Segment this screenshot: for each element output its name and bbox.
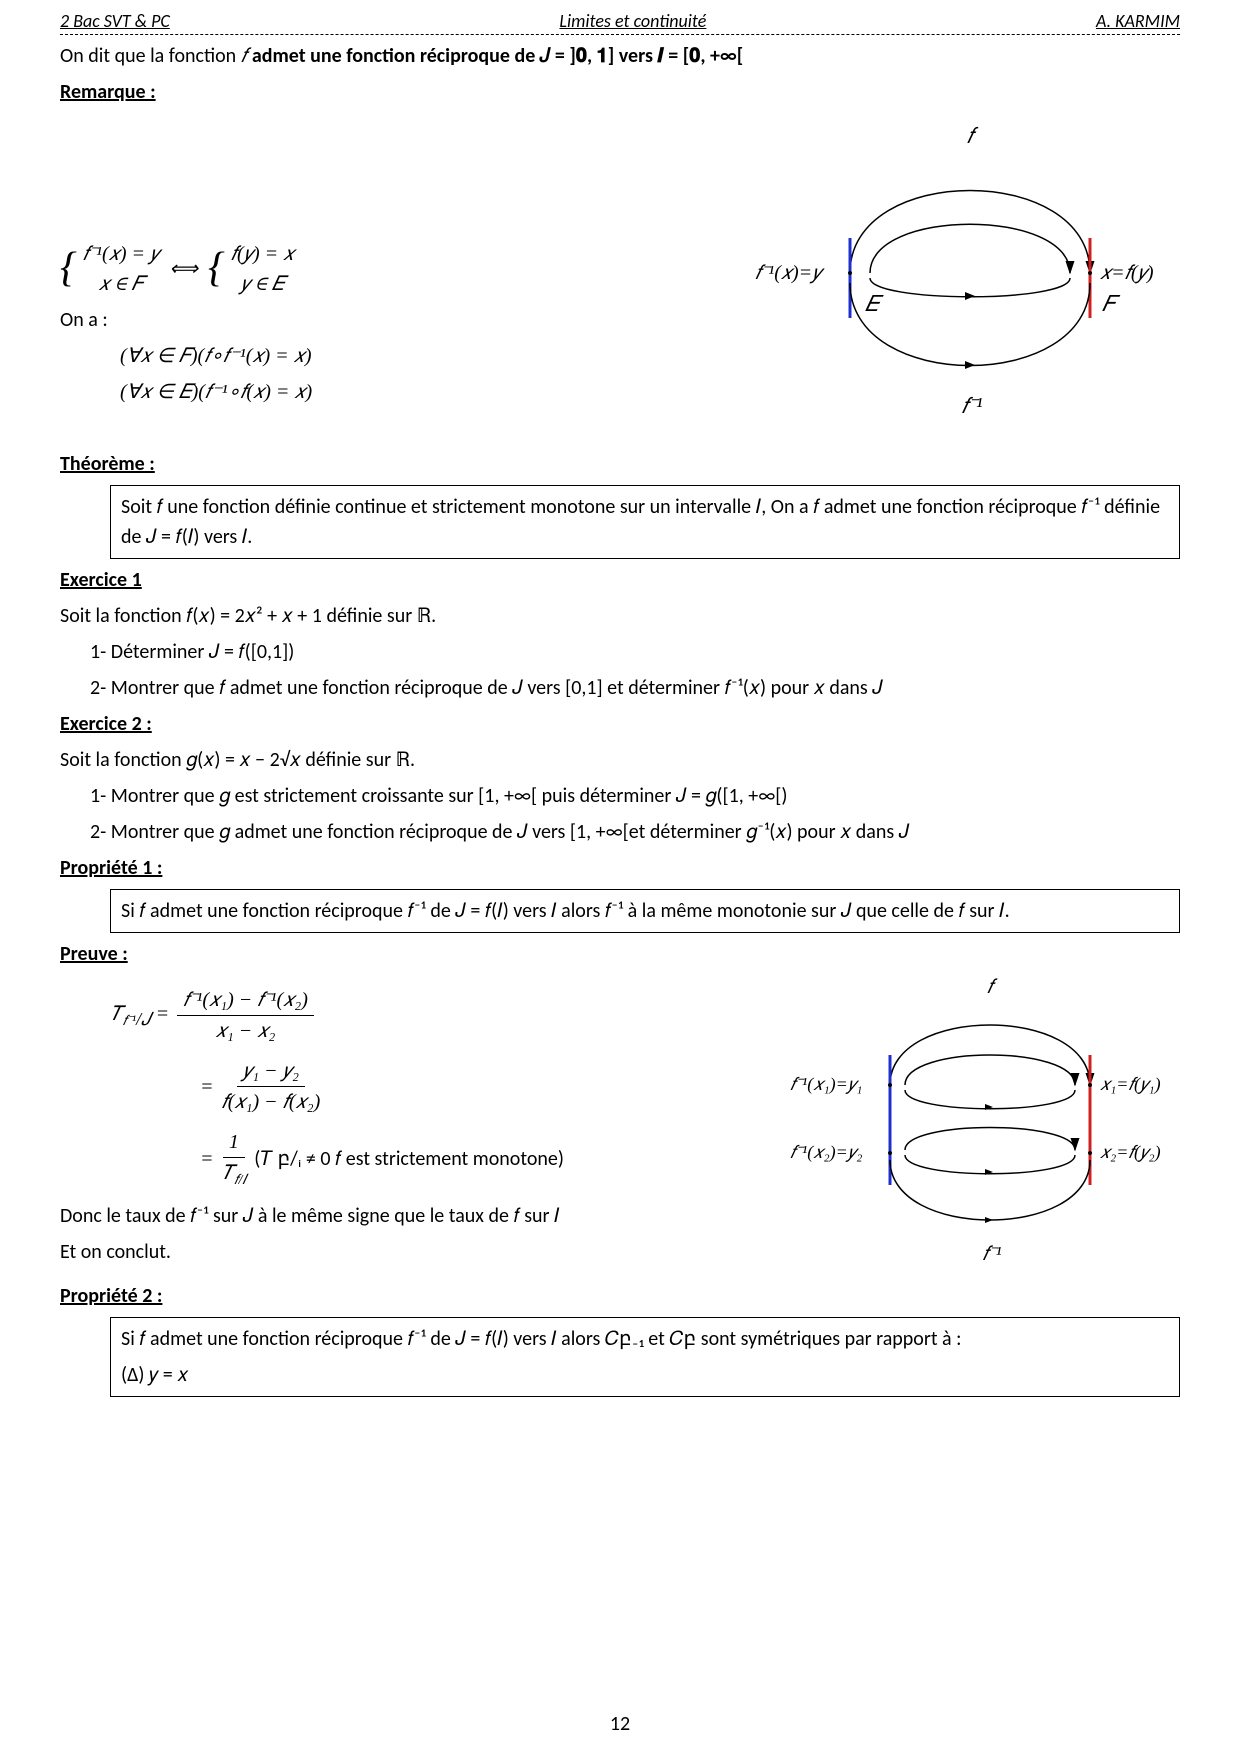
ona-line2: (∀𝑥 ∈ 𝐸)(𝑓⁻¹∘𝑓(𝑥) = 𝑥) — [120, 377, 690, 407]
diagram-2: 𝑓 𝑓⁻¹ 𝑓⁻¹(𝑥₁)=𝑦₁ — [760, 975, 1180, 1275]
prop2-text2: (Δ) 𝑦 = 𝑥 — [121, 1360, 1169, 1390]
header-right: A. KARMIM — [1096, 10, 1180, 32]
ona-label: On a : — [60, 305, 690, 335]
theoreme-box: Soit 𝑓 une fonction définie continue et … — [110, 485, 1180, 559]
preuve-conc1: Donc le taux de 𝑓⁻¹ sur 𝐽 à le même sign… — [60, 1201, 740, 1231]
ex2-label: Exercice 2 : — [60, 709, 1180, 739]
d1-finv: 𝑓⁻¹ — [961, 393, 982, 418]
preuve-eq1: 𝑇𝑓⁻¹/𝐽 = 𝑓⁻¹(𝑥₁) − 𝑓⁻¹(𝑥₂) 𝑥₁ − 𝑥₂ — [110, 985, 740, 1046]
preuve-note: (𝑇 բ/ᵢ ≠ 0 𝑓 est strictement monotone) — [254, 1144, 564, 1174]
equiv-block: { 𝑓⁻¹(𝑥) = 𝑦 𝑥 ∈ 𝐹 ⟺ { 𝑓(𝑦) = 𝑥 𝑦 ∈ 𝐸 — [60, 239, 690, 299]
equiv-right-top: 𝑓(𝑦) = 𝑥 — [231, 239, 295, 269]
ex1-q1: 1- Déterminer 𝐽 = 𝑓([0,1]) — [90, 637, 1180, 667]
prop1-label: Propriété 1 : — [60, 853, 1180, 883]
remarque-block: { 𝑓⁻¹(𝑥) = 𝑦 𝑥 ∈ 𝐹 ⟺ { 𝑓(𝑦) = 𝑥 𝑦 ∈ 𝐸 On… — [60, 113, 1180, 443]
d1-E: 𝐸 — [865, 291, 884, 316]
theoreme-label: Théorème : — [60, 449, 1180, 479]
ex2-q1: 1- Montrer que 𝑔 est strictement croissa… — [90, 781, 1180, 811]
equiv-left-top: 𝑓⁻¹(𝑥) = 𝑦 — [83, 239, 160, 269]
prop2-text1: Si 𝑓 admet une fonction réciproque 𝑓⁻¹ d… — [121, 1324, 1169, 1354]
prop1-box: Si 𝑓 admet une fonction réciproque 𝑓⁻¹ d… — [110, 889, 1180, 933]
ona-line1: (∀𝑥 ∈ 𝐹)(𝑓∘𝑓⁻¹(𝑥) = 𝑥) — [120, 341, 690, 371]
diagram-1: 𝑓 𝐸 𝐹 𝑓⁻¹ 𝑓⁻¹(𝑥)=𝑦 𝑥=𝑓(𝑦) — [710, 113, 1180, 443]
page-header: 2 Bac SVT & PC Limites et continuité A. … — [60, 10, 1180, 35]
preuve-block: 𝑇𝑓⁻¹/𝐽 = 𝑓⁻¹(𝑥₁) − 𝑓⁻¹(𝑥₂) 𝑥₁ − 𝑥₂ = 𝑦₁ … — [60, 975, 1180, 1275]
ex1-q2: 2- Montrer que 𝑓 admet une fonction réci… — [90, 673, 1180, 703]
preuve-conc2: Et on conclut. — [60, 1237, 740, 1267]
equiv-right-bot: 𝑦 ∈ 𝐸 — [231, 269, 295, 299]
remarque-label: Remarque : — [60, 77, 1180, 107]
ex1-intro: Soit la fonction 𝑓(𝑥) = 2𝑥² + 𝑥 + 1 défi… — [60, 601, 1180, 631]
d2-l1: 𝑓⁻¹(𝑥₁)=𝑦₁ — [790, 1074, 862, 1095]
d2-finv: 𝑓⁻¹ — [982, 1243, 1001, 1265]
d1-right-label: 𝑥=𝑓(𝑦) — [1100, 262, 1154, 284]
preuve-eq3: = 1 𝑇𝑓/𝐼 (𝑇 բ/ᵢ ≠ 0 𝑓 est strictement mo… — [200, 1127, 740, 1191]
prop1-text: Si 𝑓 admet une fonction réciproque 𝑓⁻¹ d… — [121, 899, 1010, 923]
prop2-label: Propriété 2 : — [60, 1281, 1180, 1311]
header-left: 2 Bac SVT & PC — [60, 10, 170, 32]
prop2-box: Si 𝑓 admet une fonction réciproque 𝑓⁻¹ d… — [110, 1317, 1180, 1397]
preuve-label: Preuve : — [60, 939, 1180, 969]
intro-bold: admet une fonction réciproque de 𝐽 = ]𝟎,… — [252, 44, 743, 68]
intro-f: 𝑓 — [241, 45, 252, 67]
preuve-eq2: = 𝑦₁ − 𝑦₂ 𝑓(𝑥₁) − 𝑓(𝑥₂) — [200, 1056, 740, 1117]
ex2-q2: 2- Montrer que 𝑔 admet une fonction réci… — [90, 817, 1180, 847]
d2-f: 𝑓 — [987, 976, 998, 998]
d1-F: 𝐹 — [1102, 291, 1121, 316]
equiv-iff: ⟺ — [169, 254, 198, 284]
intro-line: On dit que la fonction 𝑓 admet une fonct… — [60, 41, 1180, 71]
d1-left-label: 𝑓⁻¹(𝑥)=𝑦 — [755, 262, 825, 284]
d2-r1: 𝑥₁=𝑓(𝑦₁) — [1100, 1074, 1161, 1095]
d2-r2: 𝑥₂=𝑓(𝑦₂) — [1100, 1142, 1161, 1163]
equiv-left-bot: 𝑥 ∈ 𝐹 — [83, 269, 160, 299]
d1-f: 𝑓 — [967, 123, 979, 148]
intro-pre: On dit que la fonction — [60, 44, 241, 68]
header-center: Limites et continuité — [210, 10, 1056, 32]
ex2-intro: Soit la fonction 𝑔(𝑥) = 𝑥 − 2√𝑥 définie … — [60, 745, 1180, 775]
ex1-label: Exercice 1 — [60, 565, 1180, 595]
theoreme-text: Soit 𝑓 une fonction définie continue et … — [121, 495, 1160, 549]
d2-l2: 𝑓⁻¹(𝑥₂)=𝑦₂ — [790, 1142, 862, 1163]
page-number: 12 — [0, 1712, 1240, 1736]
